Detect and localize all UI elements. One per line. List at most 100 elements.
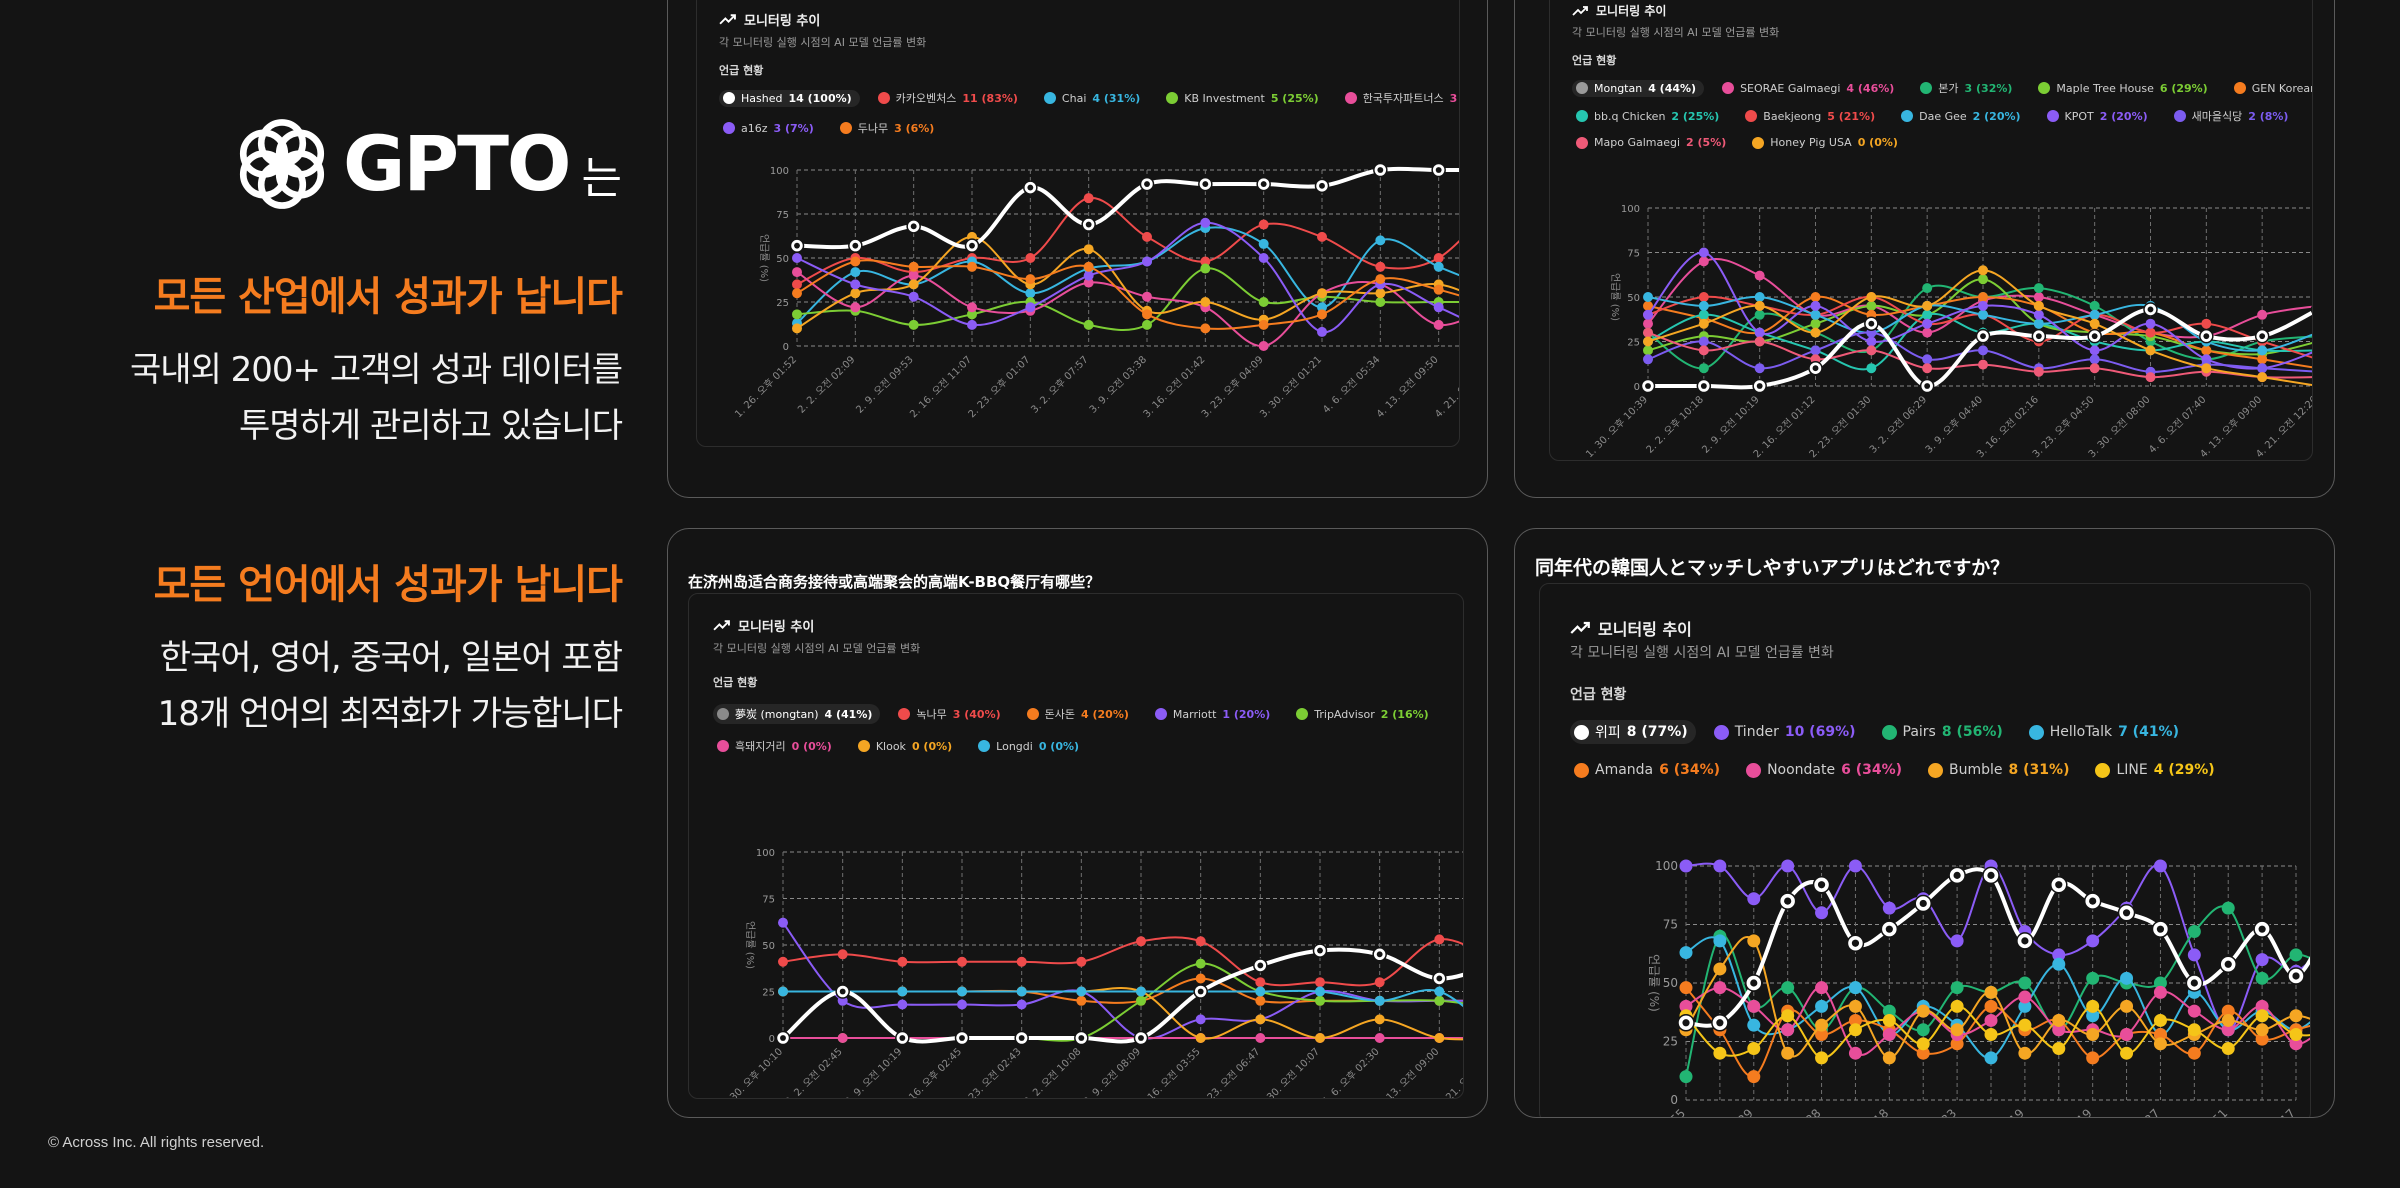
data-point[interactable] xyxy=(850,279,861,290)
legend-item[interactable]: 夢炭 (mongtan) 4 (41%) xyxy=(713,704,881,724)
data-point[interactable] xyxy=(1083,277,1094,288)
data-point[interactable] xyxy=(850,256,861,267)
legend-item[interactable]: 카카오벤처스 11 (83%) xyxy=(874,88,1026,108)
data-point[interactable] xyxy=(792,323,802,334)
data-point[interactable] xyxy=(1848,1046,1862,1060)
data-point[interactable] xyxy=(1195,1014,1206,1025)
data-point[interactable] xyxy=(2201,363,2212,374)
data-point[interactable] xyxy=(1375,288,1386,299)
data-point[interactable] xyxy=(2120,1027,2134,1041)
data-point[interactable] xyxy=(1866,336,1877,347)
data-point[interactable] xyxy=(1815,999,1829,1013)
data-point[interactable] xyxy=(967,261,977,272)
data-point[interactable] xyxy=(908,261,919,272)
data-point[interactable] xyxy=(2033,292,2044,302)
data-point[interactable] xyxy=(1698,309,1709,320)
data-point[interactable] xyxy=(1200,256,1211,267)
data-point[interactable] xyxy=(1258,219,1269,230)
data-point[interactable] xyxy=(1083,319,1094,330)
data-point[interactable] xyxy=(2018,999,2032,1013)
data-point[interactable] xyxy=(2289,1009,2303,1023)
legend-item[interactable]: KB Investment 5 (25%) xyxy=(1162,90,1326,107)
data-point[interactable] xyxy=(908,270,919,281)
data-point[interactable] xyxy=(1984,1051,1998,1065)
data-point[interactable] xyxy=(1200,217,1211,228)
data-point[interactable] xyxy=(897,986,908,997)
data-point[interactable] xyxy=(1882,1004,1896,1018)
data-point[interactable] xyxy=(1375,235,1386,246)
data-point[interactable] xyxy=(2052,1013,2066,1027)
data-point[interactable] xyxy=(1810,345,1821,356)
data-point[interactable] xyxy=(1025,274,1036,285)
data-point[interactable] xyxy=(2187,948,2201,962)
data-point[interactable] xyxy=(1848,1013,1862,1027)
data-point[interactable] xyxy=(1978,300,1988,311)
data-point[interactable] xyxy=(1433,253,1444,263)
legend-item[interactable]: 위피 8 (77%) xyxy=(1570,720,1696,744)
data-point[interactable] xyxy=(1747,892,1761,906)
data-point[interactable] xyxy=(1848,859,1862,873)
data-point[interactable] xyxy=(2052,1023,2066,1037)
data-point[interactable] xyxy=(1433,302,1444,313)
legend-item[interactable]: 녹나무 3 (40%) xyxy=(894,704,1008,724)
data-point[interactable] xyxy=(837,949,848,960)
data-point[interactable] xyxy=(1025,253,1036,263)
data-point[interactable] xyxy=(1200,297,1211,307)
data-point[interactable] xyxy=(1434,934,1445,945)
data-point[interactable] xyxy=(1433,284,1444,295)
data-point[interactable] xyxy=(1810,318,1821,329)
data-point[interactable] xyxy=(957,999,967,1010)
legend-item[interactable]: Bumble 8 (31%) xyxy=(1924,760,2077,780)
data-point[interactable] xyxy=(1142,256,1152,267)
data-point[interactable] xyxy=(1984,999,1998,1013)
data-point[interactable] xyxy=(1142,319,1152,330)
data-point[interactable] xyxy=(2257,309,2268,320)
data-point[interactable] xyxy=(1375,297,1386,307)
data-point[interactable] xyxy=(2018,1018,2032,1032)
data-point[interactable] xyxy=(1866,300,1877,311)
legend-item[interactable]: 돈사돈 4 (20%) xyxy=(1023,704,1137,724)
legend-item[interactable]: Hashed 14 (100%) xyxy=(719,89,860,107)
data-point[interactable] xyxy=(2255,971,2269,985)
data-point[interactable] xyxy=(1136,995,1146,1006)
data-point[interactable] xyxy=(1315,1033,1325,1043)
data-point[interactable] xyxy=(2089,354,2100,365)
data-point[interactable] xyxy=(1978,292,1988,302)
legend-item[interactable]: 두나무 3 (6%) xyxy=(836,118,943,138)
data-point[interactable] xyxy=(2153,1037,2167,1051)
data-point[interactable] xyxy=(967,302,977,313)
data-point[interactable] xyxy=(2221,1042,2235,1056)
data-point[interactable] xyxy=(2052,1042,2066,1056)
data-point[interactable] xyxy=(2153,985,2167,999)
data-point[interactable] xyxy=(2086,934,2100,948)
data-point[interactable] xyxy=(1848,981,1862,995)
data-point[interactable] xyxy=(1258,297,1269,307)
data-point[interactable] xyxy=(2018,990,2032,1004)
data-point[interactable] xyxy=(1195,936,1206,947)
data-point[interactable] xyxy=(2187,1046,2201,1060)
data-point[interactable] xyxy=(2187,1004,2201,1018)
data-point[interactable] xyxy=(1643,336,1653,347)
legend-item[interactable]: Chai 4 (31%) xyxy=(1040,90,1148,107)
data-point[interactable] xyxy=(1815,1018,1829,1032)
data-point[interactable] xyxy=(1922,283,1933,294)
data-point[interactable] xyxy=(1922,354,1933,365)
legend-item[interactable]: Honey Pig USA 0 (0%) xyxy=(1748,134,1906,151)
data-point[interactable] xyxy=(1025,288,1036,299)
data-point[interactable] xyxy=(1810,327,1821,338)
data-point[interactable] xyxy=(1643,327,1653,338)
data-point[interactable] xyxy=(1754,327,1765,338)
data-point[interactable] xyxy=(1747,934,1761,948)
data-point[interactable] xyxy=(2257,345,2268,356)
data-point[interactable] xyxy=(1374,1014,1385,1025)
data-point[interactable] xyxy=(908,279,919,290)
data-point[interactable] xyxy=(2255,953,2269,967)
data-point[interactable] xyxy=(2255,999,2269,1013)
data-point[interactable] xyxy=(1698,336,1709,347)
data-point[interactable] xyxy=(1025,302,1036,313)
data-point[interactable] xyxy=(1255,995,1266,1006)
data-point[interactable] xyxy=(1781,981,1795,995)
data-point[interactable] xyxy=(1978,345,1988,356)
data-point[interactable] xyxy=(1698,345,1709,356)
data-point[interactable] xyxy=(1713,981,1727,995)
